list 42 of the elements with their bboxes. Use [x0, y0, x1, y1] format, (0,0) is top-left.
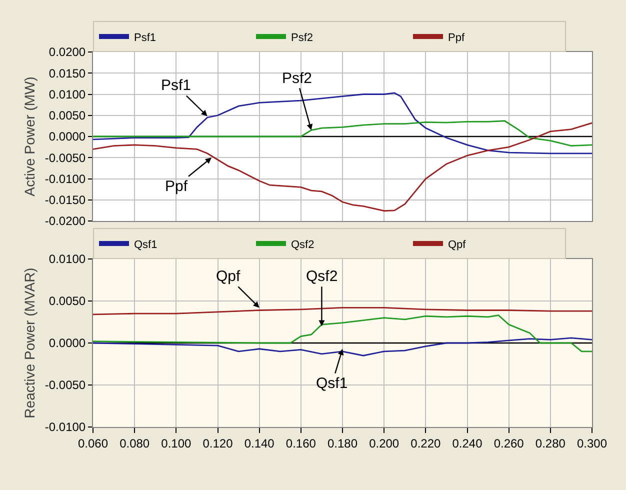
y-tick-label: 0.0050: [48, 294, 86, 308]
x-tick-label: 0.260: [494, 436, 524, 450]
y-tick-label: -0.0150: [44, 193, 86, 208]
annotation: Psf1: [161, 77, 192, 94]
y-tick-label: 0.0100: [48, 87, 86, 102]
x-tick-label: 0.220: [410, 436, 442, 450]
legend-label: Psf2: [291, 32, 314, 44]
x-tick-label: 0.180: [327, 436, 358, 450]
line-series: [93, 307, 592, 316]
y-tick-label: 0.0100: [48, 252, 86, 266]
y-tick-label: 0.0000: [48, 336, 86, 350]
y-tick-label: 0.0000: [48, 130, 86, 144]
y-tick-label: -0.0050: [44, 150, 86, 165]
annotation: Qsf2: [306, 268, 338, 285]
y-tick-label: 0.0150: [48, 66, 86, 80]
y-tick-label: 0.0050: [48, 108, 86, 123]
y-tick-label: 0.0200: [48, 45, 86, 60]
x-tick-label: 0.060: [78, 436, 108, 450]
legend-label: Ppf: [448, 32, 466, 44]
x-tick-label: 0.300: [576, 436, 608, 450]
x-tick-label: 0.280: [535, 436, 566, 450]
legend-label: Qsf2: [291, 238, 314, 251]
x-tick-label: 0.080: [120, 436, 150, 450]
annotation: Qpf: [216, 268, 242, 285]
x-tick-label: 0.240: [452, 436, 483, 450]
y-tick-label: -0.0050: [44, 378, 86, 392]
annotation: Qsf1: [316, 375, 348, 392]
x-tick-label: 0.120: [202, 436, 234, 450]
legend-label: Qpf: [448, 238, 467, 251]
legend-label: Psf1: [134, 32, 156, 44]
x-tick-label: 0.160: [286, 436, 316, 450]
x-tick-label: 0.100: [161, 436, 192, 450]
annotation: Psf2: [282, 70, 312, 87]
x-tick-label: 0.200: [369, 436, 400, 450]
legend-label: Qsf1: [134, 238, 158, 251]
x-tick-label: 0.140: [244, 436, 275, 450]
annotation: Ppf: [165, 178, 188, 195]
y-axis-title: Reactive Power (MVAR): [21, 268, 38, 418]
y-axis-title: Active Power (MW): [21, 76, 38, 196]
y-tick-label: -0.0200: [44, 214, 86, 228]
y-tick-label: -0.0100: [44, 172, 86, 186]
y-tick-label: -0.0100: [44, 420, 86, 434]
